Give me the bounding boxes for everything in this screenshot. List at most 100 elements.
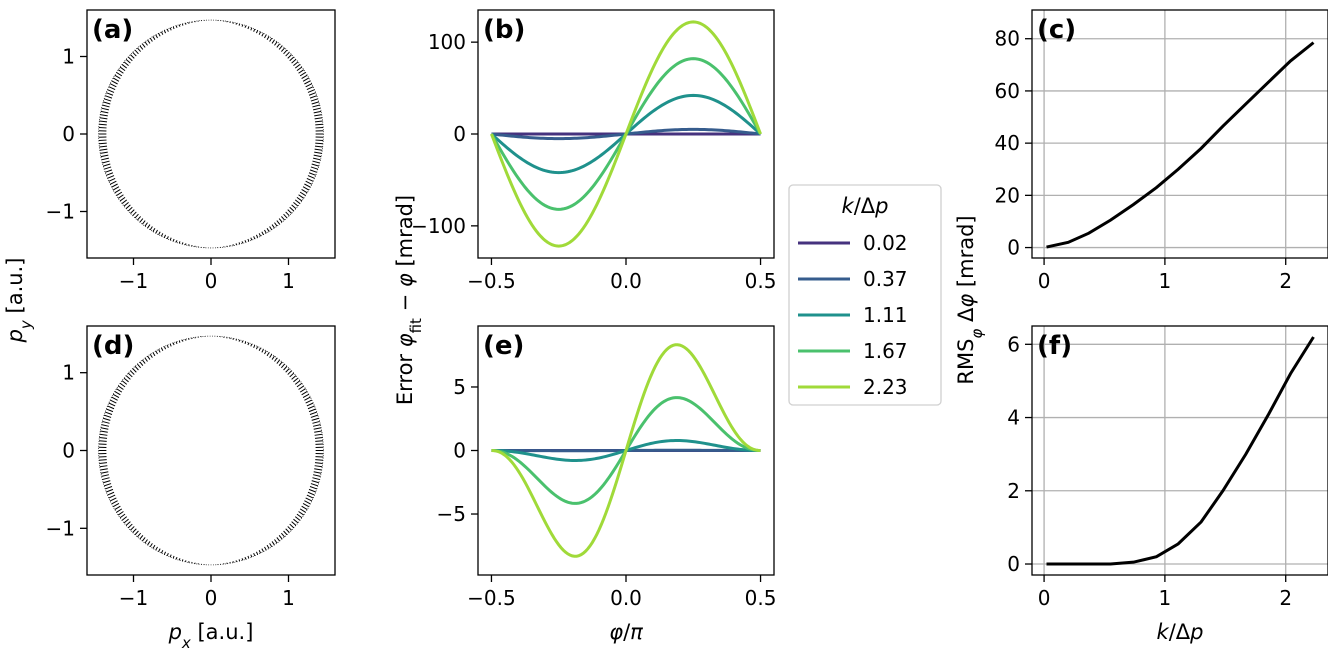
error-tick [309,486,318,490]
error-tick [144,222,148,227]
y-tick-label: 4 [1007,406,1020,430]
error-tick [311,417,319,421]
error-tick [106,488,114,493]
col1-ylabel: py [a.u.] [3,258,35,344]
legend-box [788,184,942,406]
y-tick-label: 1 [62,45,75,69]
error-tick [114,189,121,194]
error-tick [119,196,126,202]
error-tick [247,26,250,30]
panel-label: (b) [483,15,525,45]
error-tick [101,474,109,477]
error-tick [101,424,109,427]
error-tick [253,553,256,557]
error-tick [308,488,316,493]
error-tick [285,528,290,533]
error-tick [152,228,156,232]
error-tick [178,558,181,561]
error-tick [309,411,318,415]
error-tick [103,480,111,484]
error-tick [271,224,275,229]
error-tick [125,204,131,209]
error-tick [101,157,109,161]
error-tick [258,347,262,351]
error-tick [269,226,273,231]
error-tick [283,213,288,219]
error-tick [289,372,295,378]
error-tick [121,199,128,204]
y-tick-label: −1 [46,516,75,540]
error-tick [281,216,285,221]
error-tick [308,92,316,96]
col1-xlabel: px [a.u.] [168,620,254,649]
error-tick [121,516,128,521]
error-tick [109,180,117,185]
error-tick [106,408,114,413]
error-tick [134,213,139,219]
error-tick [314,120,323,123]
error-tick [287,209,292,214]
x-tick-label: −1 [119,269,148,293]
error-tick [158,548,161,552]
legend: k/Δp 0.02 0.37 1.11 1.67 2.23 [788,184,942,406]
error-tick [100,468,108,471]
error-tick [305,83,313,88]
x-tick-label: −1 [119,586,148,610]
panel-e: −0.5 0.0 0.5 −5 0 5 (e) [437,325,777,610]
error-tick [119,513,126,519]
x-tick-label: 0 [205,586,218,610]
error-tick [132,528,137,533]
error-tick [125,59,131,64]
error-tick [305,497,313,502]
error-tick [134,49,139,55]
error-tick [130,370,135,375]
error-tick [309,169,318,173]
error-tick [132,368,137,373]
error-tick [147,39,151,44]
error-tick [274,222,278,227]
error-tick [258,550,262,554]
error-tick [149,354,153,358]
error-tick [149,543,153,547]
error-tick [98,123,107,126]
error-tick [307,175,315,179]
error-tick [296,66,303,72]
col2-xlabel: φ/π [609,620,643,644]
error-tick [99,117,108,120]
error-tick [155,34,158,39]
error-tick [301,74,308,79]
error-tick [298,511,305,516]
error-tick [289,206,295,212]
y-tick-label: 0 [62,122,75,146]
panel-label: (c) [1037,15,1076,45]
error-tick [100,471,109,474]
error-tick [255,234,259,238]
error-tick [313,424,321,427]
error-tick [163,551,167,555]
error-tick [266,544,270,549]
error-tick [312,104,320,108]
axes-frame [1031,325,1328,576]
error-tick [152,36,156,40]
y-tick-label: 6 [1007,332,1020,356]
plot-area [98,335,324,566]
error-tick [291,59,297,64]
panel-d: −1 0 1 −1 0 1 (d) [46,325,336,610]
error-tick [250,554,253,558]
error-tick [163,346,167,350]
error-tick [130,209,135,214]
x-tick-label: 0.5 [745,586,777,610]
error-tick [264,229,267,234]
error-tick [108,402,116,407]
error-tick [304,396,311,401]
panel-f: 0 1 2 0 2 4 6 (f) [1007,325,1328,610]
error-tick [278,218,283,223]
error-tick [117,194,124,199]
error-tick [163,234,167,238]
error-tick [308,408,316,413]
error-tick [111,396,118,401]
y-tick-label: 0 [62,439,75,463]
error-tick [293,377,299,383]
error-tick [306,402,314,407]
error-tick [312,160,320,164]
